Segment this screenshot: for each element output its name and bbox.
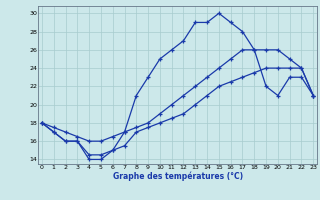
X-axis label: Graphe des températures (°C): Graphe des températures (°C) xyxy=(113,172,243,181)
